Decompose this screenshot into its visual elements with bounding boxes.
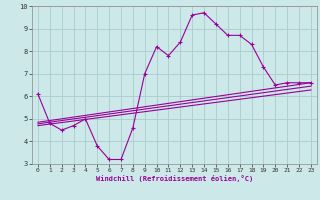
X-axis label: Windchill (Refroidissement éolien,°C): Windchill (Refroidissement éolien,°C) (96, 175, 253, 182)
